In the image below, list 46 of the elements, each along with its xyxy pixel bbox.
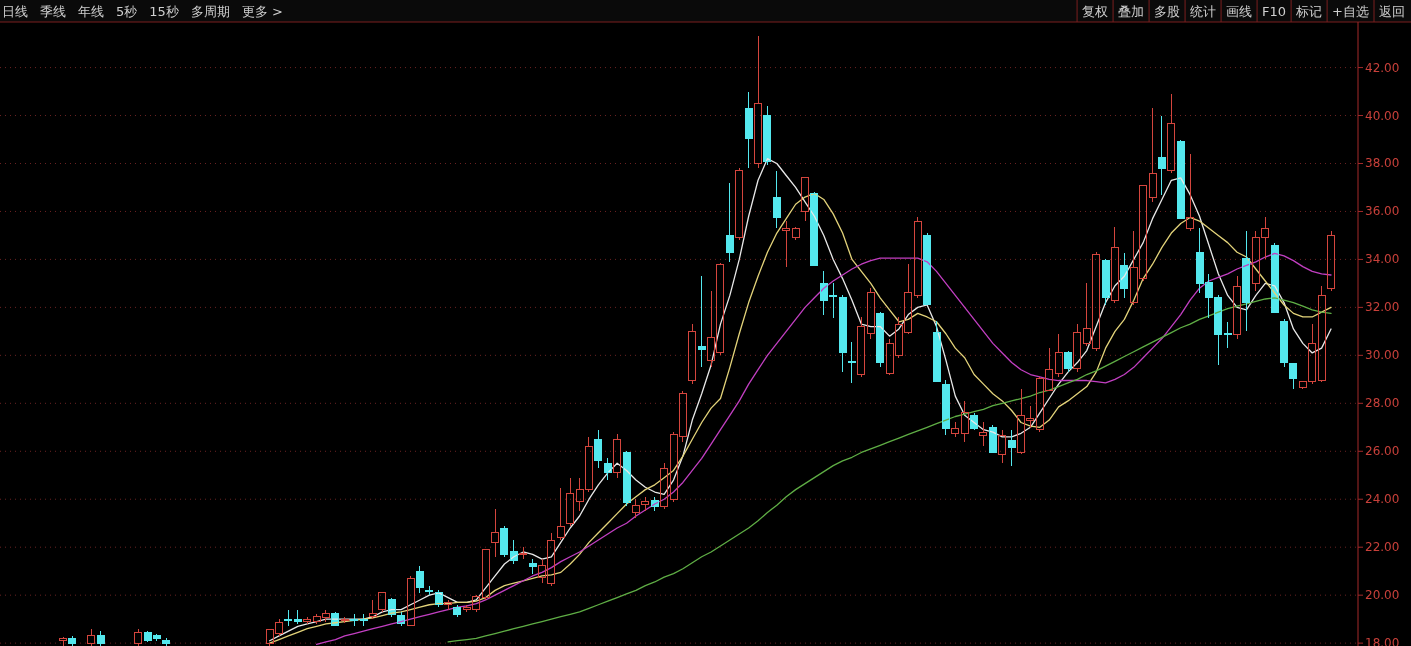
text: 统计 [1190, 3, 1217, 19]
text: +自选 [1332, 3, 1369, 19]
y-tick-label: 34.00 [1365, 252, 1400, 267]
text: 15秒 [149, 3, 179, 19]
candlestick [556, 487, 565, 541]
y-tick-label: 20.00 [1365, 588, 1400, 603]
candlestick [368, 599, 377, 620]
y-tick-label: 28.00 [1365, 396, 1400, 411]
y-tick-label: 38.00 [1365, 156, 1400, 171]
text: F10 [1262, 3, 1287, 19]
text: 日线 [2, 3, 28, 19]
y-tick-label: 30.00 [1365, 348, 1400, 363]
candlestick [979, 421, 988, 447]
line-series [447, 297, 1332, 643]
text: 复权 [1082, 3, 1109, 19]
y-tick-label: 22.00 [1365, 540, 1400, 555]
line-series [315, 252, 1332, 645]
y-tick-label: 24.00 [1365, 492, 1400, 507]
candlestick [491, 508, 500, 558]
candlestick [134, 628, 143, 646]
candlestick [1167, 93, 1176, 174]
y-tick-label: 36.00 [1365, 204, 1400, 219]
y-tick-label: 32.00 [1365, 300, 1400, 315]
text: 返回 [1379, 3, 1405, 19]
candlestick [1186, 153, 1195, 232]
text: 叠加 [1118, 3, 1145, 19]
text: 画线 [1226, 3, 1253, 19]
y-tick-label: 40.00 [1365, 108, 1400, 123]
text: 年线 [78, 3, 104, 19]
candlestick [735, 167, 744, 241]
text: 更多 > [241, 3, 283, 19]
candlestick [631, 498, 640, 519]
text: 季线 [40, 3, 66, 19]
text: 标记 [1295, 3, 1323, 19]
candlestick [960, 400, 969, 443]
text: 5秒 [116, 3, 138, 19]
candlestick [59, 637, 67, 646]
candlestick [444, 599, 453, 611]
candlestick [1327, 230, 1335, 292]
text: 多股 [1154, 3, 1181, 19]
y-tick-label: 26.00 [1365, 444, 1400, 459]
candlestick [1233, 275, 1242, 340]
candlestick [1110, 226, 1119, 304]
y-tick-label: 42.00 [1365, 60, 1400, 75]
text: 多周期 [190, 3, 230, 19]
candlestick [754, 35, 763, 169]
